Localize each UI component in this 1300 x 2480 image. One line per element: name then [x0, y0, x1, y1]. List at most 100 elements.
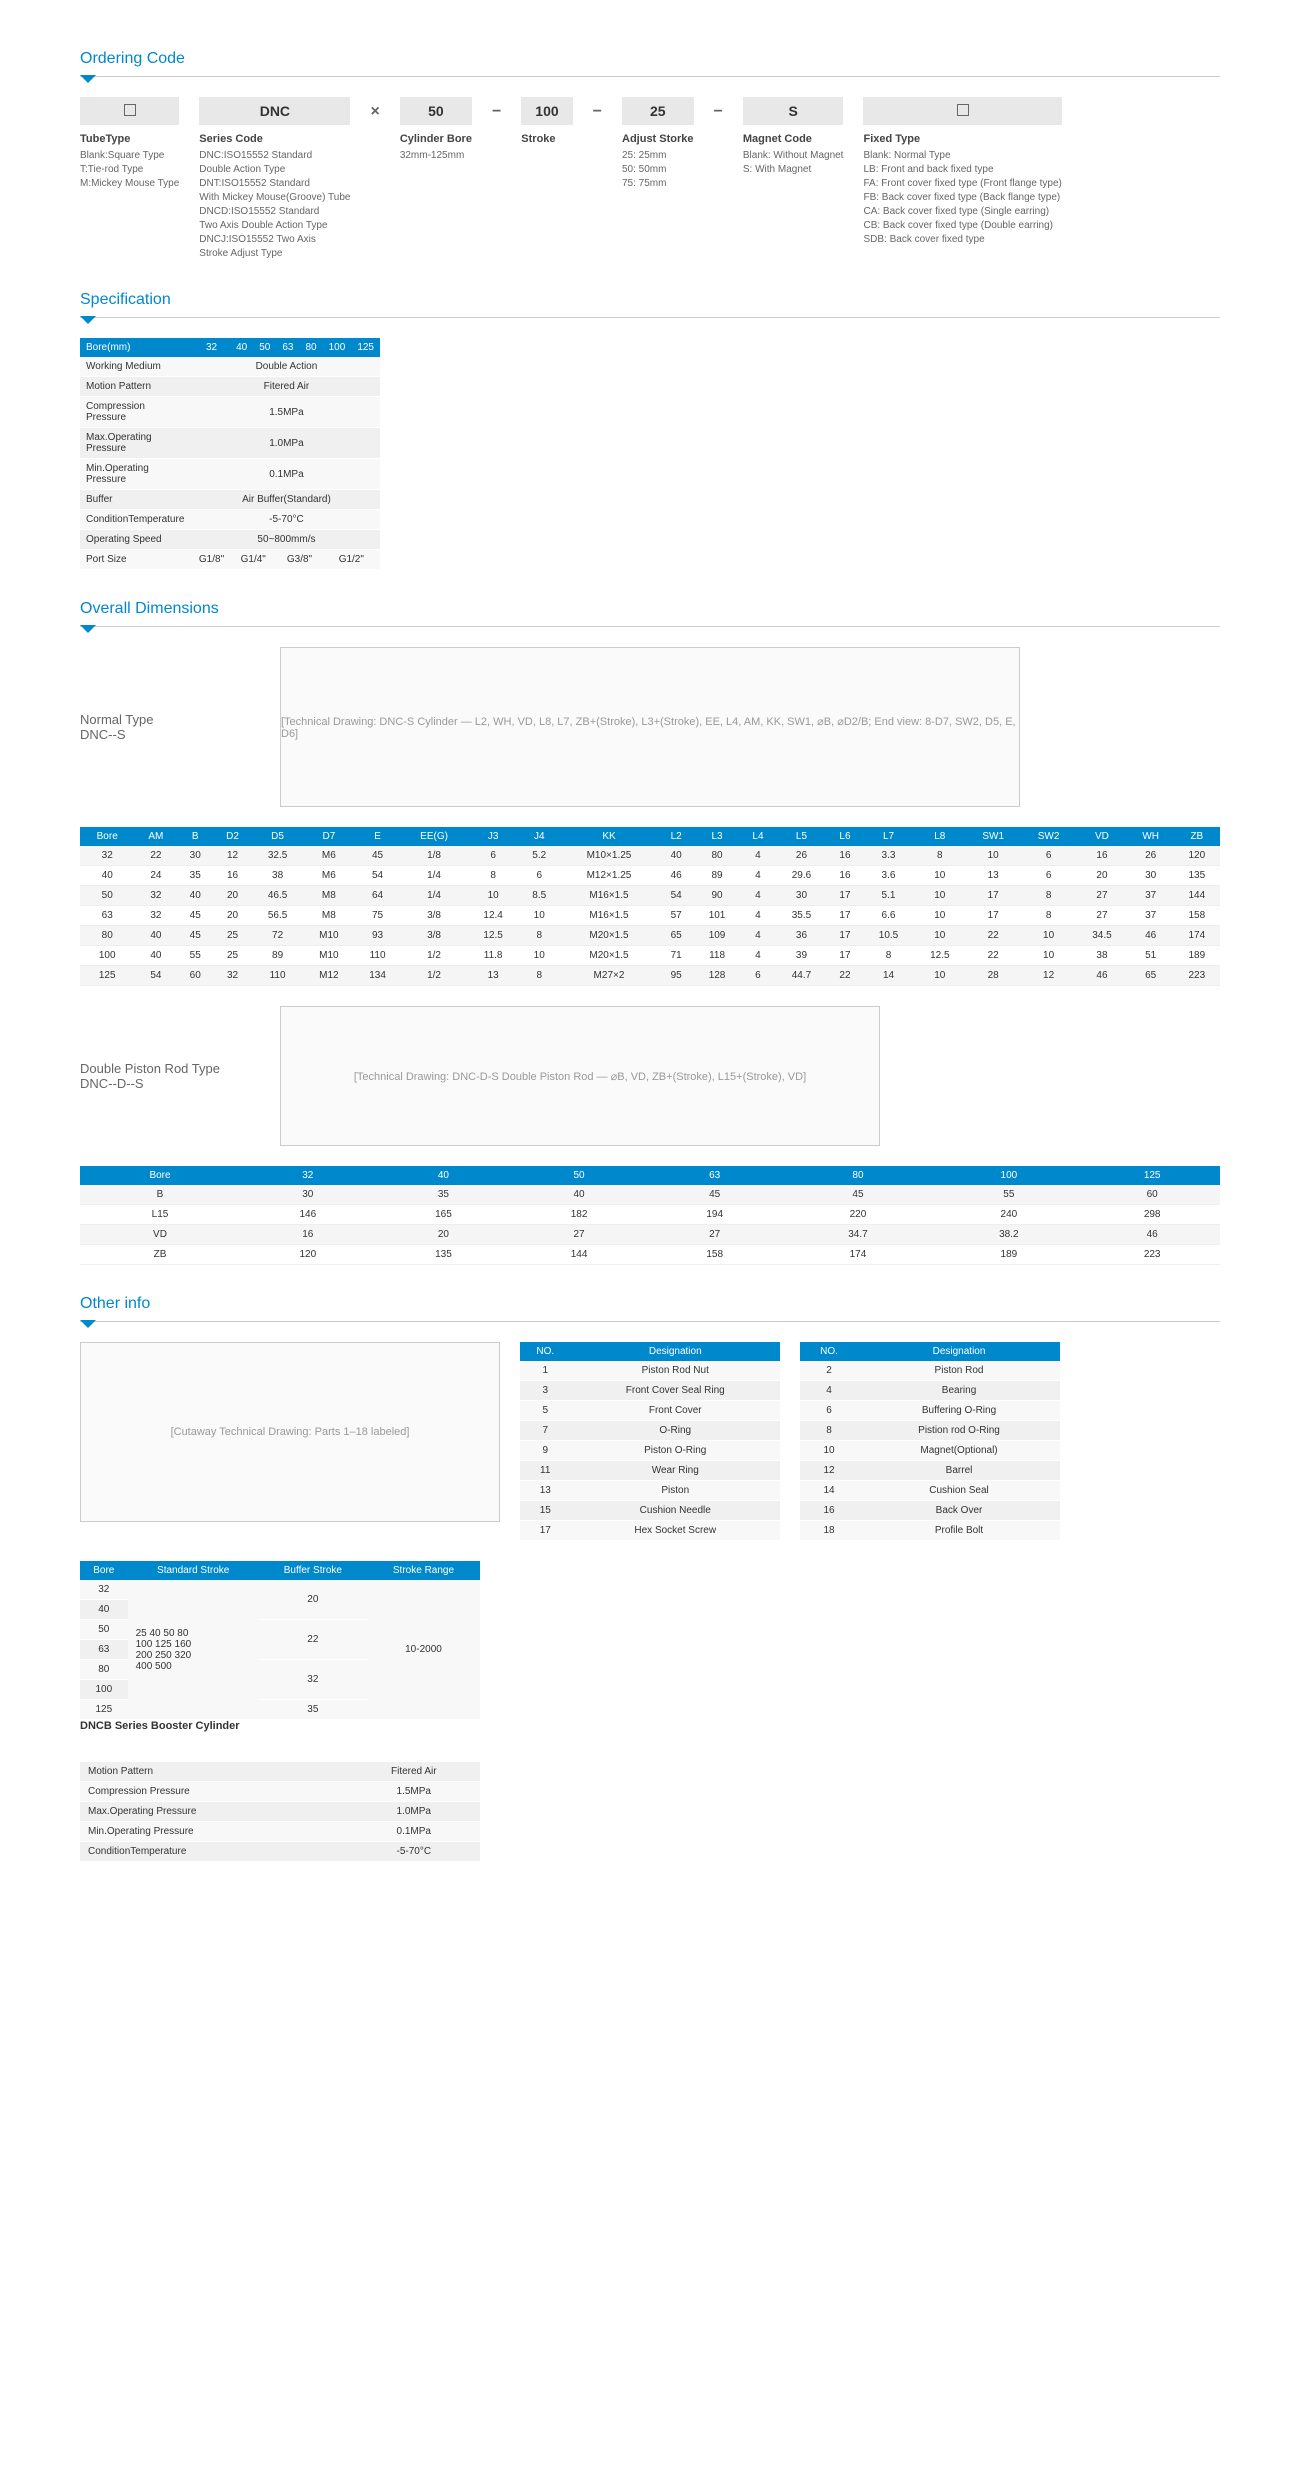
dim-cell: M20×1.5	[560, 946, 659, 966]
dim-cell: 13	[467, 966, 518, 986]
ordering-desc: DNC:ISO15552 StandardDouble Action TypeD…	[199, 149, 350, 261]
dim-cell: 189	[1174, 946, 1220, 966]
dim-cell: 16	[240, 1225, 376, 1245]
spec-value: 1.5MPa	[193, 397, 380, 428]
ordering-label: Stroke	[521, 133, 572, 145]
booster-label: ConditionTemperature	[80, 1842, 348, 1862]
stroke-header: Buffer Stroke	[259, 1561, 367, 1580]
parts-no: 5	[520, 1401, 571, 1421]
booster-title: DNCB Series Booster Cylinder	[80, 1720, 1220, 1732]
dim-cell: M6	[303, 866, 354, 886]
spec-value: G3/8"	[276, 550, 322, 570]
dim-cell: 54	[134, 966, 177, 986]
dim-cell: M16×1.5	[560, 906, 659, 926]
dim-cell: 60	[1084, 1185, 1220, 1205]
dim-cell: 32	[134, 906, 177, 926]
dim-cell: 30	[177, 846, 213, 866]
spec-label: Port Size	[80, 550, 193, 570]
dim-cell: 20	[213, 886, 252, 906]
dim-cell: 10	[914, 886, 965, 906]
dim-cell: M12×1.25	[560, 866, 659, 886]
dimensions-table-2: Bore3240506380100125B30354045455560L1514…	[80, 1166, 1220, 1265]
code-box: 50	[400, 97, 472, 125]
diagram-label-double: Double Piston Rod TypeDNC--D--S	[80, 1061, 260, 1091]
dim-cell: M8	[303, 906, 354, 926]
dim-header-cell: EE(G)	[401, 827, 468, 846]
dim-cell: 17	[965, 906, 1020, 926]
dim-cell: 30	[776, 886, 827, 906]
dim-cell: 10	[1021, 946, 1076, 966]
dim-cell: 37	[1128, 886, 1174, 906]
booster-label: Max.Operating Pressure	[80, 1802, 348, 1822]
dim-header-cell: L4	[740, 827, 776, 846]
dim-cell: 46	[1076, 966, 1127, 986]
dim-cell: 17	[965, 886, 1020, 906]
dim-cell: 34.7	[783, 1225, 934, 1245]
dim-cell: 158	[1174, 906, 1220, 926]
code-box	[863, 97, 1061, 125]
ordering-label: Adjust Storke	[622, 133, 694, 145]
parts-no: 14	[800, 1481, 858, 1501]
dim-cell: 12	[1021, 966, 1076, 986]
dim-cell: 32	[80, 846, 134, 866]
dim-header-cell: 80	[783, 1166, 934, 1185]
spec-value: Air Buffer(Standard)	[193, 490, 380, 510]
dim-cell: 32.5	[252, 846, 303, 866]
code-box: 100	[521, 97, 572, 125]
dim-cell: 12.5	[914, 946, 965, 966]
dim-cell: 10	[914, 906, 965, 926]
parts-no: 9	[520, 1441, 571, 1461]
dim-cell: 10.5	[863, 926, 914, 946]
dim-cell: 37	[1128, 906, 1174, 926]
parts-name: Pistion rod O-Ring	[858, 1421, 1060, 1441]
dim-cell: 6	[740, 966, 776, 986]
dimensions-table-1: BoreAMBD2D5D7EEE(G)J3J4KKL2L3L4L5L6L7L8S…	[80, 827, 1220, 986]
parts-no: 10	[800, 1441, 858, 1461]
dim-cell: L15	[80, 1205, 240, 1225]
dim-cell: 8.5	[519, 886, 560, 906]
dim-cell: 22	[134, 846, 177, 866]
spec-label: Operating Speed	[80, 530, 193, 550]
spec-value: 50~800mm/s	[193, 530, 380, 550]
dim-cell: 51	[1128, 946, 1174, 966]
parts-name: Hex Socket Screw	[571, 1521, 781, 1541]
dim-cell: 4	[740, 886, 776, 906]
booster-label: Min.Operating Pressure	[80, 1822, 348, 1842]
dim-cell: 120	[1174, 846, 1220, 866]
spec-label: Compression Pressure	[80, 397, 193, 428]
dim-cell: 223	[1084, 1245, 1220, 1265]
dim-cell: M8	[303, 886, 354, 906]
dim-cell: 120	[240, 1245, 376, 1265]
dim-header-cell: VD	[1076, 827, 1127, 846]
stroke-buf: 22	[259, 1620, 367, 1660]
parts-no: 16	[800, 1501, 858, 1521]
dim-cell: 8	[519, 926, 560, 946]
section-title-spec: Specification	[80, 291, 1220, 309]
parts-header: NO.	[520, 1342, 571, 1361]
spec-header-cell: 125	[351, 338, 380, 357]
dim-cell: 22	[827, 966, 863, 986]
dim-cell: 32	[134, 886, 177, 906]
parts-name: Front Cover Seal Ring	[571, 1381, 781, 1401]
spec-label: Working Medium	[80, 357, 193, 377]
dim-cell: 64	[355, 886, 401, 906]
booster-label: Motion Pattern	[80, 1762, 348, 1782]
dim-header-cell: 100	[933, 1166, 1084, 1185]
dim-cell: 17	[827, 886, 863, 906]
dim-cell: 54	[355, 866, 401, 886]
spec-label: Buffer	[80, 490, 193, 510]
dim-cell: 3.3	[863, 846, 914, 866]
dim-cell: 1/8	[401, 846, 468, 866]
dim-cell: 80	[694, 846, 740, 866]
stroke-bore: 80	[80, 1660, 128, 1680]
parts-no: 13	[520, 1481, 571, 1501]
ordering-desc: 32mm-125mm	[400, 149, 472, 163]
dim-cell: 14	[863, 966, 914, 986]
parts-name: Magnet(Optional)	[858, 1441, 1060, 1461]
dim-cell: 89	[694, 866, 740, 886]
dim-cell: 40	[80, 866, 134, 886]
dim-cell: 10	[914, 926, 965, 946]
dim-cell: 298	[1084, 1205, 1220, 1225]
dim-cell: 35.5	[776, 906, 827, 926]
dim-header-cell: ZB	[1174, 827, 1220, 846]
